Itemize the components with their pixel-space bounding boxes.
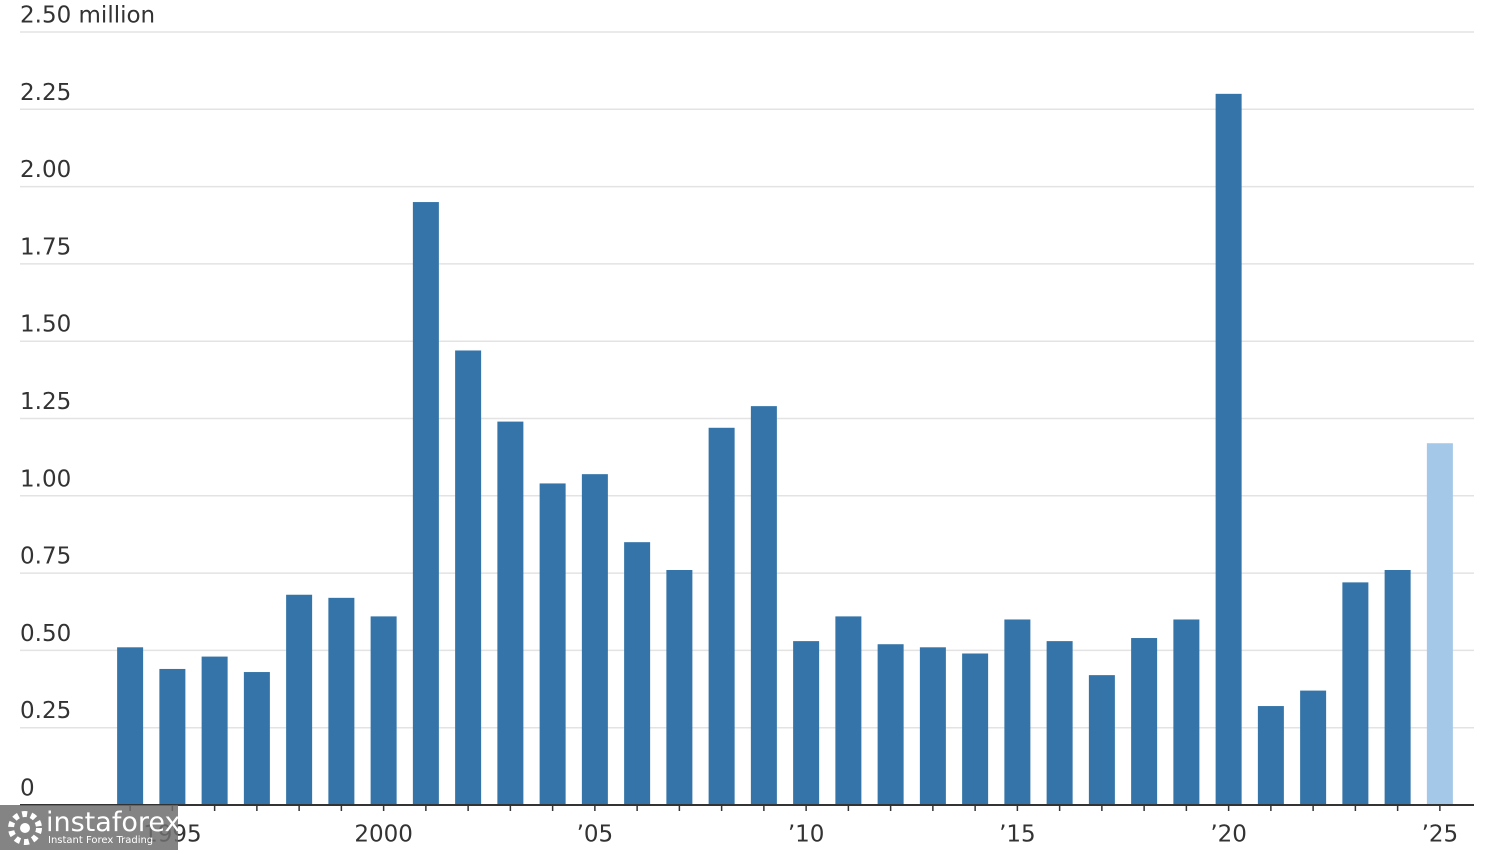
logo [8, 811, 42, 845]
bar [1215, 93, 1242, 806]
y-tick-label: 2.25 [20, 80, 71, 106]
x-tick-label: ’20 [1210, 822, 1247, 848]
bar [286, 594, 313, 805]
bar [1088, 675, 1115, 805]
bar [1257, 706, 1284, 805]
y-tick-label: 1.00 [20, 466, 71, 492]
bar [708, 427, 735, 805]
tagline: Instant Forex Trading [48, 835, 154, 846]
bar [877, 644, 904, 805]
bar [1004, 619, 1031, 805]
bar [793, 641, 820, 805]
bar [1300, 690, 1327, 805]
y-tick-label: 0.50 [20, 621, 71, 647]
x-tick-label: 2000 [354, 822, 413, 848]
bar [835, 616, 862, 805]
bar [1046, 641, 1073, 805]
bar [370, 616, 397, 805]
bar [666, 570, 693, 805]
bar [1384, 570, 1411, 805]
y-tick-label: 1.75 [20, 234, 71, 260]
y-tick-label: 0.25 [20, 698, 71, 724]
x-tick-label: ’25 [1422, 822, 1459, 848]
bar [1426, 443, 1453, 805]
x-tick-label: ’15 [999, 822, 1036, 848]
y-tick-label: 2.50 million [20, 3, 155, 29]
bar [624, 542, 651, 805]
bar [412, 202, 439, 805]
y-tick-label: 1.25 [20, 389, 71, 415]
watermark: instaforex Instant Forex Trading [0, 805, 181, 850]
bar [497, 421, 524, 805]
y-tick-label: 0.75 [20, 544, 71, 570]
bar [919, 647, 946, 805]
bar [201, 656, 228, 805]
bar [328, 597, 355, 805]
x-tick-label: ’05 [577, 822, 614, 848]
bar [581, 474, 608, 805]
bar [243, 672, 270, 805]
bar [1342, 582, 1369, 805]
y-tick-label: 0 [20, 776, 35, 802]
bar [159, 668, 186, 805]
bar [962, 653, 989, 805]
bar [117, 647, 144, 805]
bar [1173, 619, 1200, 805]
bar [750, 406, 777, 805]
bar [539, 483, 566, 805]
x-tick-label: ’10 [788, 822, 825, 848]
bar [455, 350, 482, 805]
y-tick-label: 1.50 [20, 312, 71, 338]
brand: instaforex [46, 807, 181, 838]
y-tick-label: 2.00 [20, 157, 71, 183]
bar [1131, 638, 1158, 805]
